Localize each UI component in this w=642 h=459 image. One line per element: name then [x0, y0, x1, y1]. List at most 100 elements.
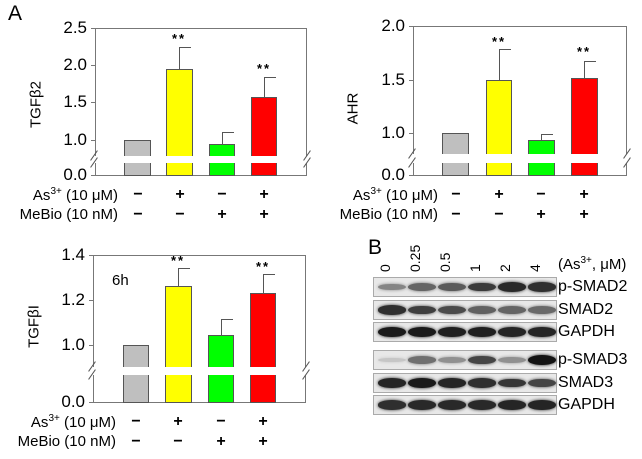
blot-band	[528, 400, 556, 410]
blot-band	[468, 378, 496, 388]
error-bar	[178, 268, 179, 286]
y-tick-label: 1.5	[381, 70, 405, 89]
y-tick-label: 2.0	[381, 16, 405, 35]
concentration-label: 0.5	[437, 252, 453, 272]
blot-band	[528, 378, 556, 388]
error-bar	[263, 274, 264, 293]
condition-label-mebio: MeBio (10 nM)	[17, 433, 116, 450]
blot-band	[378, 400, 406, 410]
significance-marker: **	[170, 253, 186, 268]
blot-band	[378, 378, 406, 388]
sign: −	[217, 186, 227, 203]
sign: −	[451, 206, 461, 223]
x-axis	[95, 175, 307, 176]
error-bar	[584, 61, 585, 78]
sign: −	[175, 206, 185, 223]
condition-label-as3: As3+ (10 μM)	[30, 413, 116, 431]
timepoint-annotation: 6h	[112, 272, 129, 289]
sign: +	[259, 206, 269, 223]
blot-band	[408, 305, 436, 315]
blot-strip	[373, 373, 557, 393]
error-bar	[179, 47, 180, 69]
sign: +	[216, 433, 226, 450]
error-bar	[264, 77, 265, 97]
y-tick-label: 1.4	[61, 245, 85, 264]
blot-strip	[373, 350, 557, 370]
y-tick-label: 0.0	[63, 165, 87, 184]
blot-band	[438, 305, 466, 315]
blot-label-p-smad3: p-SMAD3	[558, 351, 628, 368]
sign: +	[494, 186, 504, 203]
blot-band	[438, 400, 466, 410]
blot-band	[378, 283, 406, 291]
y-tick-label: 2.0	[63, 55, 87, 74]
y-axis-label: AHR	[344, 92, 362, 125]
sign: +	[258, 413, 268, 430]
y-tick-label: 1.0	[381, 123, 405, 142]
x-axis	[413, 175, 627, 176]
blot-band	[408, 400, 436, 410]
blot-band	[408, 283, 436, 291]
error-bar	[222, 132, 223, 144]
error-bar	[221, 319, 222, 335]
y-tick-label: 0.0	[61, 392, 85, 411]
y-tick-label: 1.0	[61, 335, 85, 354]
blot-band	[528, 355, 556, 365]
y-tick-label: 1.2	[61, 290, 85, 309]
significance-marker: **	[576, 44, 592, 59]
blot-band	[438, 283, 466, 291]
plot-frame	[413, 26, 627, 176]
blot-band	[468, 282, 496, 292]
plot-frame	[95, 28, 307, 176]
sign: −	[451, 186, 461, 203]
condition-label-mebio: MeBio (10 nM)	[19, 206, 118, 223]
blot-band	[438, 327, 466, 337]
sign: −	[131, 433, 141, 450]
sign: +	[259, 186, 269, 203]
blot-band	[438, 378, 466, 388]
concentration-label: 4	[527, 264, 543, 272]
blot-band	[378, 327, 406, 337]
blot-label-p-smad2: p-SMAD2	[558, 278, 628, 295]
significance-marker: **	[171, 31, 187, 46]
blot-band	[498, 306, 526, 314]
condition-label-as3: As3+ (10 μM)	[32, 186, 118, 204]
significance-marker: **	[256, 61, 272, 76]
blot-band	[408, 356, 436, 364]
concentration-unit-label: (As3+, μM)	[558, 255, 627, 273]
sign: +	[258, 433, 268, 450]
blot-band	[528, 306, 556, 314]
significance-marker: **	[491, 34, 507, 49]
sign: −	[131, 413, 141, 430]
blot-label-gapdh: GAPDH	[558, 323, 615, 340]
blot-band	[408, 327, 436, 337]
sign: −	[133, 206, 143, 223]
blot-strip	[373, 300, 557, 320]
blot-band	[528, 327, 556, 337]
bar-as3	[165, 286, 192, 403]
blot-label-smad2: SMAD2	[558, 301, 614, 318]
blot-band	[468, 400, 496, 410]
y-tick-label: 0.0	[381, 165, 405, 184]
condition-label-as3: As3+ (10 μM)	[352, 186, 438, 204]
y-axis-label: TGFβ2	[27, 81, 45, 128]
concentration-label: 1	[467, 264, 483, 272]
sign: −	[494, 206, 504, 223]
blot-band	[498, 356, 526, 364]
blot-band	[468, 327, 496, 337]
blot-band	[528, 282, 556, 292]
blot-band	[498, 282, 526, 292]
concentration-label: 0.25	[407, 244, 423, 272]
blot-band	[378, 357, 406, 363]
bar-as3-mebio	[251, 97, 277, 176]
panel-label-b: B	[368, 236, 383, 259]
blot-band	[498, 400, 526, 410]
sign: +	[579, 206, 589, 223]
blot-band	[468, 306, 496, 314]
sign: +	[173, 413, 183, 430]
sign: +	[579, 186, 589, 203]
bar-as3-mebio	[250, 293, 276, 403]
blot-strip	[373, 322, 557, 342]
error-bar	[541, 134, 542, 140]
condition-label-mebio: MeBio (10 nM)	[339, 206, 438, 223]
